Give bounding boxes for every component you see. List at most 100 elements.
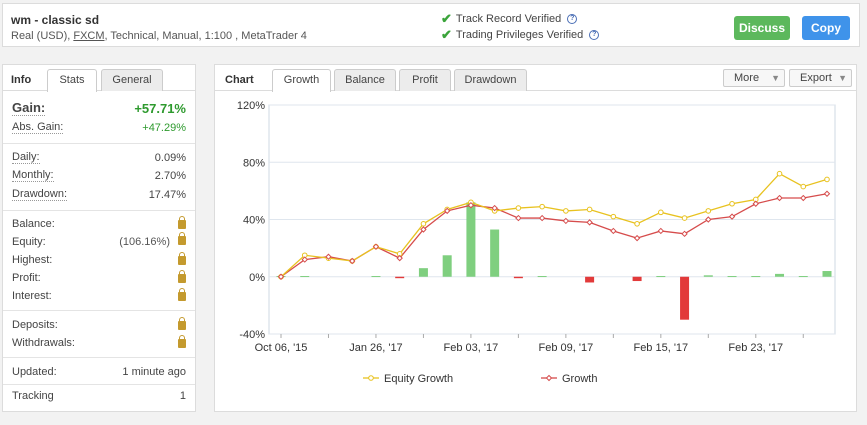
lock-icon — [178, 215, 186, 229]
drawdown-row: Drawdown: 17.47% — [12, 188, 186, 201]
checkmark-icon: ✔ — [441, 11, 452, 26]
drawdown-label[interactable]: Drawdown: — [12, 188, 68, 201]
legend-marker — [545, 374, 553, 382]
highest-row: Highest: — [12, 251, 186, 266]
y-tick-label: 40% — [243, 215, 265, 227]
account-details-suffix: , Technical, Manual, 1:100 , MetaTrader … — [104, 30, 307, 42]
data-point — [539, 203, 545, 210]
data-point — [420, 226, 427, 233]
info-tabs: Info Stats General — [3, 65, 195, 92]
legend-marker — [368, 375, 374, 381]
export-dropdown[interactable]: Export ▼ — [789, 69, 852, 87]
data-point — [277, 273, 285, 280]
data-point — [301, 256, 308, 263]
daily-row: Daily: 0.09% — [12, 151, 186, 164]
legend-label: Growth — [562, 373, 597, 385]
tab-drawdown[interactable]: Drawdown — [454, 69, 527, 91]
tab-balance[interactable]: Balance — [334, 69, 396, 91]
trading-privileges-label: Trading Privileges Verified — [455, 29, 584, 41]
copy-button[interactable]: Copy — [802, 16, 850, 40]
tab-profit[interactable]: Profit — [399, 69, 451, 91]
growth-chart[interactable]: 120% 80% 40% 0% -40% Oct 06, '15 Jan 26, '17 F… — [215, 92, 856, 412]
abs-gain-label[interactable]: Abs. Gain: — [12, 121, 64, 134]
more-dropdown[interactable]: More ▼ — [723, 69, 785, 87]
lock-icon — [178, 269, 186, 283]
help-icon[interactable]: ? — [567, 14, 578, 24]
track-record-verified: ✔ Track Record Verified ? — [441, 11, 578, 27]
data-point — [610, 213, 617, 220]
interest-label: Interest: — [12, 290, 52, 302]
divider — [3, 357, 195, 358]
profit-bar — [395, 276, 405, 279]
updated-value: 1 minute ago — [122, 366, 186, 378]
daily-label[interactable]: Daily: — [12, 151, 40, 164]
data-point — [776, 170, 783, 177]
profit-row: Profit: — [12, 269, 186, 284]
series-line — [280, 172, 828, 278]
gain-row: Gain: +57.71% — [12, 100, 186, 116]
tracking-label: Tracking — [12, 390, 54, 402]
tab-stats[interactable]: Stats — [47, 69, 97, 92]
track-record-label: Track Record Verified — [455, 13, 562, 25]
gain-value: +57.71% — [134, 100, 186, 116]
data-point — [396, 254, 403, 262]
data-point — [824, 176, 830, 183]
withdrawals-label: Withdrawals: — [12, 337, 75, 349]
data-point — [681, 230, 688, 238]
profit-bar — [727, 276, 737, 278]
discuss-button[interactable]: Discuss — [734, 16, 790, 40]
x-tick-label: Jan 26, '17 — [349, 342, 402, 354]
deposits-label: Deposits: — [12, 319, 58, 331]
divider — [3, 310, 195, 311]
data-point — [372, 243, 380, 250]
monthly-label[interactable]: Monthly: — [12, 169, 54, 182]
x-tick-label: Feb 15, '17 — [633, 342, 688, 354]
profit-bar — [775, 273, 785, 277]
data-point — [705, 216, 712, 223]
data-point — [800, 194, 807, 202]
profit-bar — [798, 276, 808, 278]
lock-icon — [178, 251, 186, 265]
divider — [3, 384, 195, 385]
data-point — [420, 220, 427, 227]
data-point — [562, 217, 570, 225]
updated-label: Updated: — [12, 366, 57, 378]
broker-link[interactable]: FXCM — [73, 30, 105, 42]
lock-icon — [178, 316, 186, 330]
profit-bar — [703, 275, 713, 277]
help-icon[interactable]: ? — [589, 30, 600, 40]
data-point — [823, 190, 831, 197]
gain-label[interactable]: Gain: — [12, 100, 46, 116]
system-title: wm - classic sd — [11, 13, 100, 27]
data-point — [633, 234, 641, 242]
data-point — [586, 206, 593, 213]
system-subtitle: Real (USD), FXCM, Technical, Manual, 1:1… — [11, 30, 307, 42]
monthly-value: 2.70% — [154, 169, 186, 182]
lock-icon — [178, 287, 186, 301]
tracking-value: 1 — [179, 390, 186, 402]
tab-growth[interactable]: Growth — [272, 69, 331, 92]
updated-row: Updated: 1 minute ago — [12, 366, 186, 378]
profit-bar — [490, 229, 500, 277]
profit-bar — [442, 255, 452, 277]
balance-row: Balance: — [12, 215, 186, 230]
data-point — [467, 201, 475, 209]
abs-gain-row: Abs. Gain: +47.29% — [12, 121, 186, 134]
x-tick-label: Feb 09, '17 — [539, 342, 594, 354]
profit-bar — [632, 276, 642, 282]
data-point — [515, 214, 522, 222]
balance-label: Balance: — [12, 218, 55, 230]
profit-bar — [418, 268, 428, 277]
x-tick-label: Feb 23, '17 — [728, 342, 783, 354]
divider — [3, 210, 195, 211]
chart-tab-label: Chart — [225, 74, 254, 86]
data-point — [658, 209, 664, 216]
data-point — [538, 214, 546, 222]
data-point — [729, 200, 735, 207]
data-point — [776, 194, 783, 202]
chart-panel: Chart Growth Balance Profit Drawdown Mor… — [214, 64, 857, 412]
tab-general[interactable]: General — [101, 69, 163, 91]
profit-bar — [751, 276, 761, 278]
profit-bar — [585, 276, 595, 283]
profit-bar — [680, 276, 690, 320]
